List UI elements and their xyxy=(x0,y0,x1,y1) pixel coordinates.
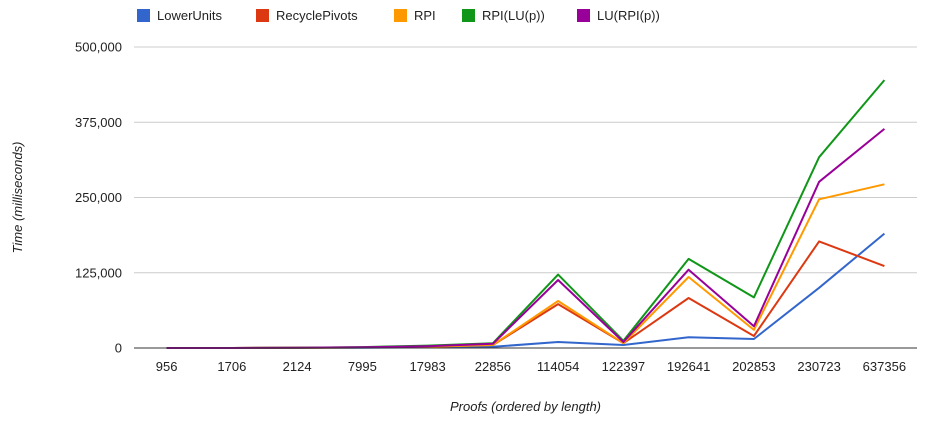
y-tick-label: 500,000 xyxy=(75,40,122,55)
legend-item-lowerunits[interactable]: LowerUnits xyxy=(137,8,223,23)
x-axis: 956 1706 2124 7995 17983 22856 114054 122397 192… xyxy=(156,359,906,374)
legend-swatch xyxy=(137,9,150,22)
gridlines xyxy=(134,46,917,274)
series-line-rpi xyxy=(166,183,885,349)
x-tick-label: 230723 xyxy=(797,359,840,374)
legend-item-rpi[interactable]: RPI xyxy=(394,8,436,23)
series-line-lowerunits xyxy=(166,232,886,349)
series-line-recyclepivots xyxy=(166,240,885,349)
legend-item-lu-rpi-p[interactable]: LU(RPI(p)) xyxy=(577,8,660,23)
legend-label: LU(RPI(p)) xyxy=(597,8,660,23)
y-axis: 0 125,000 250,000 375,000 500,000 xyxy=(75,40,122,356)
x-tick-label: 956 xyxy=(156,359,178,374)
x-axis-title: Proofs (ordered by length) xyxy=(450,399,601,414)
legend-label: RPI xyxy=(414,8,436,23)
x-tick-label: 114054 xyxy=(537,359,579,374)
x-tick-label: 637356 xyxy=(863,359,906,374)
series-line-rpi-lu-p xyxy=(166,79,886,349)
y-tick-label: 125,000 xyxy=(75,265,122,280)
legend-swatch xyxy=(577,9,590,22)
legend-item-rpi-lu-p[interactable]: RPI(LU(p)) xyxy=(462,8,545,23)
series-line-lu-rpi-p xyxy=(166,128,886,349)
legend-label: RecyclePivots xyxy=(276,8,358,23)
y-axis-title: Time (milliseconds) xyxy=(10,142,25,254)
x-tick-label: 202853 xyxy=(732,359,775,374)
legend-swatch xyxy=(394,9,407,22)
series-lines xyxy=(166,79,886,349)
y-tick-label: 250,000 xyxy=(75,190,122,205)
x-tick-label: 7995 xyxy=(348,359,377,374)
legend[interactable]: LowerUnits RecyclePivots RPI RPI(LU(p)) LU(R… xyxy=(137,8,660,23)
x-tick-label: 122397 xyxy=(602,359,645,374)
y-tick-label: 0 xyxy=(115,341,122,356)
legend-label: LowerUnits xyxy=(157,8,223,23)
y-tick-label: 375,000 xyxy=(75,115,122,130)
x-tick-label: 192641 xyxy=(667,359,710,374)
legend-swatch xyxy=(256,9,269,22)
x-tick-label: 1706 xyxy=(217,359,246,374)
legend-swatch xyxy=(462,9,475,22)
legend-item-recyclepivots[interactable]: RecyclePivots xyxy=(256,8,358,23)
legend-label: RPI(LU(p)) xyxy=(482,8,545,23)
x-tick-label: 22856 xyxy=(475,359,511,374)
x-tick-label: 17983 xyxy=(410,359,446,374)
x-tick-label: 2124 xyxy=(283,359,312,374)
